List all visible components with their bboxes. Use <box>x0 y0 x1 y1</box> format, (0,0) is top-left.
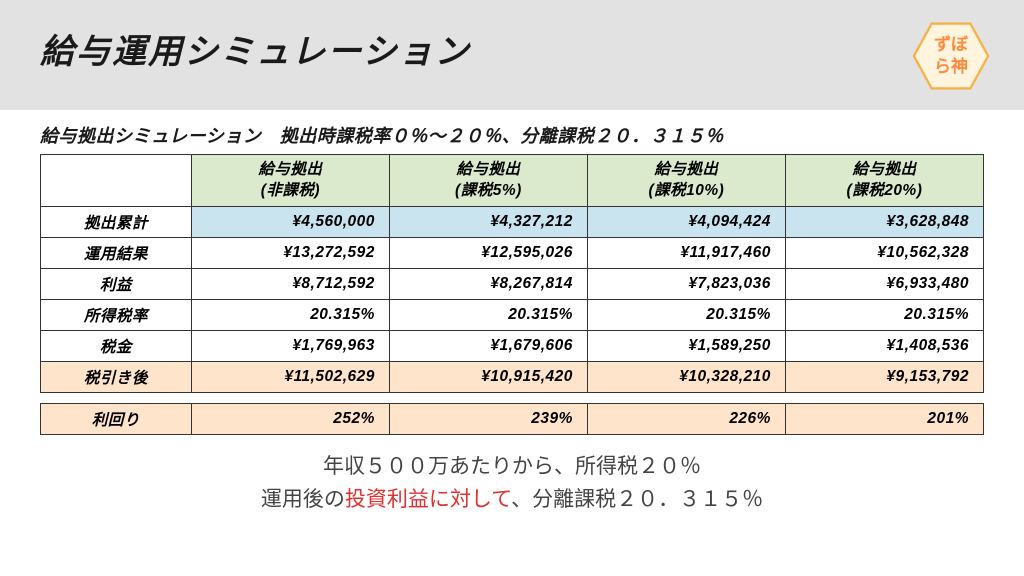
note-line-1: 年収５００万あたりから、所得税２０％ <box>40 451 984 484</box>
note-line-2: 運用後の投資利益に対して、分離課税２０．３１５％ <box>40 484 984 517</box>
table-cell: ¥1,679,606 <box>389 331 587 362</box>
table-cell: ¥7,823,036 <box>587 269 785 300</box>
row-label: 税引き後 <box>41 362 192 393</box>
col-head-2: 給与拠出 (課税10%) <box>587 155 785 207</box>
table-row: 税金¥1,769,963¥1,679,606¥1,589,250¥1,408,5… <box>41 331 984 362</box>
table-cell: 20.315% <box>785 300 983 331</box>
yield-row: 利回り 252% 239% 226% 201% <box>41 404 984 435</box>
row-label: 拠出累計 <box>41 207 192 238</box>
row-label: 所得税率 <box>41 300 192 331</box>
subtitle: 給与拠出シミュレーション 拠出時課税率０％〜２０％、分離課税２０．３１５％ <box>0 110 1024 154</box>
table-cell: ¥6,933,480 <box>785 269 983 300</box>
table-wrap: 給与拠出 (非課税) 給与拠出 (課税5%) 給与拠出 (課税10%) 給与拠出… <box>0 154 1024 435</box>
note-red-text: 投資利益に対して <box>345 488 511 511</box>
col-head-1: 給与拠出 (課税5%) <box>389 155 587 207</box>
table-cell: ¥11,917,460 <box>587 238 785 269</box>
yield-cell-1: 239% <box>389 404 587 435</box>
row-label: 運用結果 <box>41 238 192 269</box>
col-head-0: 給与拠出 (非課税) <box>191 155 389 207</box>
table-cell: ¥1,769,963 <box>191 331 389 362</box>
yield-cell-3: 201% <box>785 404 983 435</box>
row-label: 利益 <box>41 269 192 300</box>
table-cell: ¥4,560,000 <box>191 207 389 238</box>
table-cell: ¥1,589,250 <box>587 331 785 362</box>
table-cell: ¥1,408,536 <box>785 331 983 362</box>
table-header-row: 給与拠出 (非課税) 給与拠出 (課税5%) 給与拠出 (課税10%) 給与拠出… <box>41 155 984 207</box>
logo-line2: ら神 <box>934 57 968 76</box>
logo-text: ずぼ ら神 <box>934 34 968 78</box>
page-title: 給与運用シミュレーション <box>40 24 984 73</box>
col-head-3: 給与拠出 (課税20%) <box>785 155 983 207</box>
table-row: 所得税率20.315%20.315%20.315%20.315% <box>41 300 984 331</box>
table-cell: 20.315% <box>389 300 587 331</box>
yield-label: 利回り <box>41 404 192 435</box>
table-cell: ¥10,562,328 <box>785 238 983 269</box>
table-cell: ¥11,502,629 <box>191 362 389 393</box>
yield-cell-0: 252% <box>191 404 389 435</box>
table-cell: ¥13,272,592 <box>191 238 389 269</box>
table-row: 利益¥8,712,592¥8,267,814¥7,823,036¥6,933,4… <box>41 269 984 300</box>
table-cell: ¥4,094,424 <box>587 207 785 238</box>
yield-cell-2: 226% <box>587 404 785 435</box>
header-band: 給与運用シミュレーション ずぼ ら神 <box>0 0 1024 110</box>
table-cell: ¥8,712,592 <box>191 269 389 300</box>
footer-notes: 年収５００万あたりから、所得税２０％ 運用後の投資利益に対して、分離課税２０．３… <box>0 435 1024 516</box>
logo-line1: ずぼ <box>934 35 968 54</box>
table-row: 税引き後¥11,502,629¥10,915,420¥10,328,210¥9,… <box>41 362 984 393</box>
table-cell: ¥9,153,792 <box>785 362 983 393</box>
table-cell: ¥12,595,026 <box>389 238 587 269</box>
table-cell: 20.315% <box>191 300 389 331</box>
simulation-table: 給与拠出 (非課税) 給与拠出 (課税5%) 給与拠出 (課税10%) 給与拠出… <box>40 154 984 393</box>
corner-cell <box>41 155 192 207</box>
table-cell: ¥4,327,212 <box>389 207 587 238</box>
table-cell: ¥8,267,814 <box>389 269 587 300</box>
logo-badge: ずぼ ら神 <box>912 22 990 90</box>
table-cell: ¥10,915,420 <box>389 362 587 393</box>
yield-table: 利回り 252% 239% 226% 201% <box>40 403 984 435</box>
table-cell: ¥10,328,210 <box>587 362 785 393</box>
table-row: 拠出累計¥4,560,000¥4,327,212¥4,094,424¥3,628… <box>41 207 984 238</box>
table-row: 運用結果¥13,272,592¥12,595,026¥11,917,460¥10… <box>41 238 984 269</box>
row-label: 税金 <box>41 331 192 362</box>
table-cell: 20.315% <box>587 300 785 331</box>
table-cell: ¥3,628,848 <box>785 207 983 238</box>
table-spacer <box>40 393 984 403</box>
